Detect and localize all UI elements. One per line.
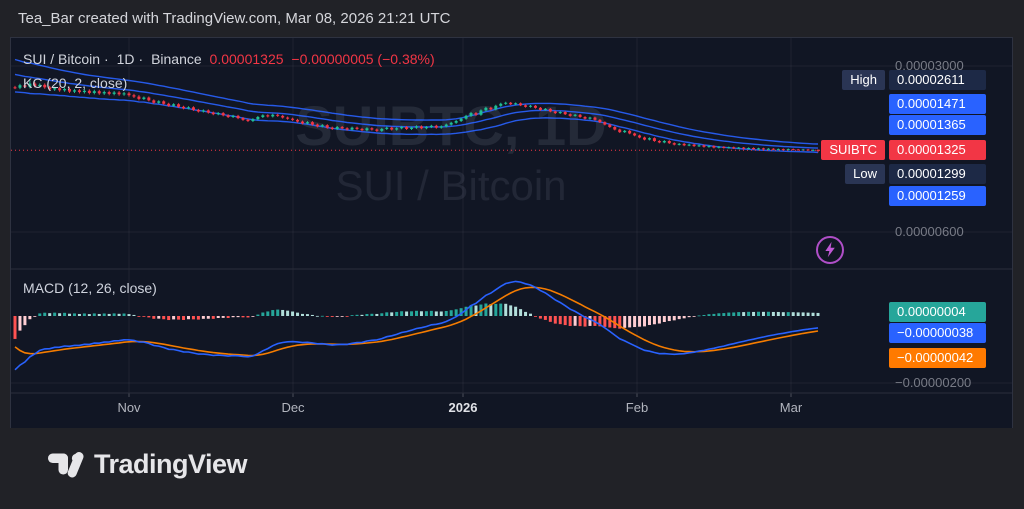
time-axis-label: 2026 [448, 400, 478, 415]
tradingview-logo-icon [48, 452, 84, 478]
price-value-chip: 0.00001325 [889, 140, 986, 160]
time-axis-label: Feb [625, 400, 649, 415]
footer-bar: TradingView [0, 428, 1024, 509]
scale-label: 0.00000600 [895, 224, 964, 239]
macd-indicator-legend: MACD (12, 26, close) [23, 280, 157, 296]
attribution-text: Tea_Bar created with TradingView.com, Ma… [18, 10, 451, 27]
price-value-chip: 0.00002611 [889, 70, 986, 90]
chart-canvas[interactable] [11, 38, 1012, 428]
time-axis-label: Nov [117, 400, 141, 415]
legend-last-price: 0.00001325 [209, 51, 284, 67]
price-value-chip: 0.00001471 [889, 94, 986, 114]
legend-symbol: SUI / Bitcoin [23, 51, 101, 67]
lightning-icon [825, 241, 835, 258]
legend-exchange: Binance [151, 51, 202, 67]
price-label-chip: Low [845, 164, 885, 184]
price-value-chip: 0.00000004 [889, 302, 986, 322]
legend-change: −0.00000005 (−0.38%) [291, 51, 435, 67]
tradingview-logo[interactable]: TradingView [46, 448, 248, 480]
chart-panel[interactable]: SUIBTC, 1D SUI / Bitcoin SUI / Bitcoin · … [10, 37, 1013, 429]
price-value-chip: 0.00001299 [889, 164, 986, 184]
boost-button[interactable] [816, 236, 844, 264]
price-value-chip: 0.00001259 [889, 186, 986, 206]
top-attribution-bar: Tea_Bar created with TradingView.com, Ma… [0, 0, 1024, 37]
tradingview-logo-text: TradingView [94, 448, 248, 479]
scale-label: 0.00003000 [895, 58, 964, 73]
time-axis-label: Mar [779, 400, 803, 415]
price-value-chip: −0.00000042 [889, 348, 986, 368]
scale-label: −0.00000200 [895, 375, 972, 390]
price-label-chip: SUIBTC [821, 140, 885, 160]
kc-indicator-legend: KC (20, 2, close) [23, 75, 128, 91]
watermark-name: SUI / Bitcoin [335, 162, 567, 209]
price-value-chip: 0.00001365 [889, 115, 986, 135]
symbol-legend: SUI / Bitcoin · 1D · Binance 0.00001325 −0… [23, 51, 435, 67]
price-value-chip: −0.00000038 [889, 323, 986, 343]
legend-interval: 1D [116, 51, 135, 67]
price-label-chip: High [842, 70, 885, 90]
time-axis-label: Dec [281, 400, 305, 415]
